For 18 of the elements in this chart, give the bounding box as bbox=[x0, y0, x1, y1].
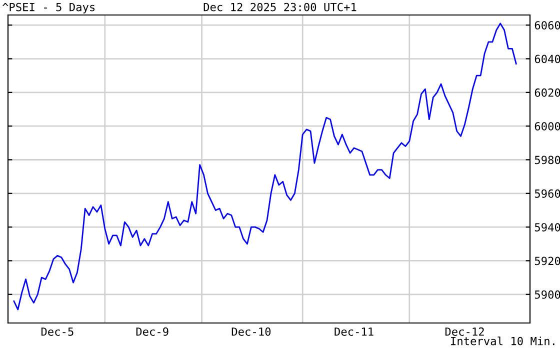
x-tick-label: Dec-10 bbox=[232, 327, 271, 336]
chart-title: ^PSEI - 5 Days bbox=[2, 2, 95, 14]
x-tick-label: Dec-11 bbox=[334, 328, 374, 336]
y-tick-label: 6020 bbox=[534, 88, 560, 97]
y-tick-label: 5920 bbox=[534, 256, 560, 266]
y-tick-label: 6000 bbox=[534, 122, 560, 130]
y-tick-label: 5940 bbox=[534, 223, 560, 232]
y-tick-label: 6060 bbox=[534, 21, 560, 30]
y-tick-label: 5980 bbox=[534, 156, 560, 164]
text: Interval 10 Min. bbox=[451, 336, 554, 346]
y-tick-label: 5900 bbox=[534, 290, 560, 299]
x-tick-label: Dec-12 bbox=[445, 327, 484, 336]
line-series bbox=[13, 22, 517, 310]
chart-subtitle: Dec 12 2025 23:00 UTC+1 bbox=[204, 2, 356, 12]
y-tick-label: 5960 bbox=[534, 189, 560, 198]
y-tick-label: 6040 bbox=[534, 54, 560, 64]
x-tick-label: Dec-9 bbox=[136, 327, 168, 336]
x-tick-label: Dec-5 bbox=[41, 328, 74, 336]
